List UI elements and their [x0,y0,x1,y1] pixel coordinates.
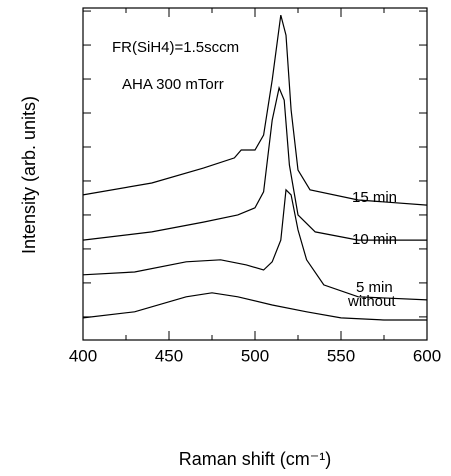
series-line [82,188,428,301]
y-axis-title: Intensity (arb. units) [19,96,39,254]
x-tick-label: 550 [327,346,355,365]
annotation: AHA 300 mTorr [122,76,224,93]
annotation: FR(SiH4)=1.5sccm [112,39,239,56]
x-tick-label: 600 [413,346,441,365]
series-label: without [347,293,396,310]
series-label: 10 min [352,231,397,248]
series-label: 5 min [356,279,393,296]
x-tick-label: 450 [155,346,183,365]
series-label: 15 min [352,189,397,206]
x-tick-label: 500 [241,346,269,365]
x-axis-title: Raman shift (cm⁻¹) [179,449,332,469]
series-line [82,85,427,241]
series-line [82,14,428,206]
x-tick-label: 400 [69,346,97,365]
series-line [82,292,427,321]
